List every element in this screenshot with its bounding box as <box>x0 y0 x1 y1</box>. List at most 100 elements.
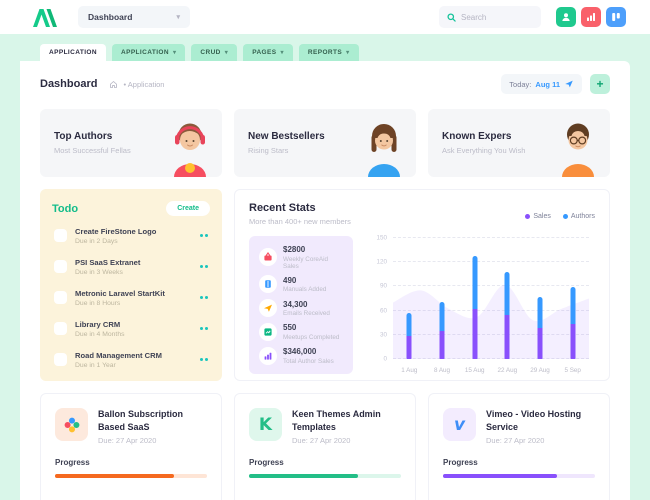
todo-item-due: Due in 8 Hours <box>75 299 121 307</box>
stacked-bar <box>537 296 543 359</box>
stacked-bar <box>570 287 576 359</box>
bar-chart-icon <box>587 13 595 21</box>
stacked-bar <box>472 255 478 359</box>
todo-checkbox[interactable] <box>54 291 67 304</box>
project-title: Vimeo - Video Hosting Service <box>486 409 582 432</box>
tab-pages[interactable]: PAGES ▾ <box>243 44 293 61</box>
chart-legend: Sales Authors <box>525 202 595 226</box>
columns-icon <box>612 13 620 21</box>
info-card-subtitle: Rising Stars <box>248 146 289 155</box>
todo-item-title: Library CRM <box>75 319 121 329</box>
todo-item-title: Metronic Laravel StartKit <box>75 288 165 298</box>
chart-icon <box>259 323 277 342</box>
todo-item-title: PSI SaaS Extranet <box>75 257 141 267</box>
user-button[interactable] <box>556 7 576 27</box>
info-card-title: Top Authors <box>54 131 113 142</box>
stacked-bar <box>504 271 510 359</box>
basket-icon <box>259 248 277 267</box>
vimeo-v-icon: v <box>443 408 476 441</box>
todo-checkbox[interactable] <box>54 322 67 335</box>
middle-row: Todo Create Create FireStone Logo Due in… <box>40 189 610 381</box>
progress-bar <box>55 474 207 479</box>
todo-item-menu-dots[interactable] <box>198 263 210 270</box>
todo-item-menu-dots[interactable] <box>198 325 210 332</box>
progress-label: Progress <box>443 458 478 468</box>
chevron-down-icon: ▾ <box>176 14 180 21</box>
legend-item-sales[interactable]: Sales <box>525 206 551 226</box>
chevron-down-icon: ▾ <box>280 50 284 56</box>
info-card-subtitle: Ask Everything You Wish <box>442 146 526 155</box>
project-card-keenthemes: K Keen Themes Admin Templates Due: 27 Ap… <box>234 393 416 500</box>
search-box <box>439 6 541 28</box>
page-selector-value: Dashboard <box>88 12 133 22</box>
stats-summary-panel: $2800 Weekly CoreAid Sales 490 Manuals A… <box>249 236 353 374</box>
legend-label: Sales <box>533 212 551 220</box>
x-axis-label: 8 Aug <box>433 367 451 374</box>
todo-item-title: Create FireStone Logo <box>75 226 157 236</box>
stat-value: 550 <box>283 323 297 333</box>
progress-bar <box>443 474 595 479</box>
avatar-girl-illustration <box>368 124 400 177</box>
todo-title: Todo <box>52 202 79 215</box>
stat-label: Emails Received <box>283 310 330 317</box>
todo-checkbox[interactable] <box>54 229 67 242</box>
todo-checkbox[interactable] <box>54 353 67 366</box>
main-panel: Dashboard • Application Today: Aug 11 + … <box>20 61 630 500</box>
todo-item-menu-dots[interactable] <box>198 294 210 301</box>
todo-item-menu-dots[interactable] <box>198 356 210 363</box>
home-icon[interactable] <box>109 80 118 89</box>
breadcrumb-section[interactable]: • Application <box>123 79 165 89</box>
tab-label: APPLICATION <box>49 49 97 56</box>
stat-row: 34,300 Emails Received <box>259 299 343 318</box>
todo-item-due: Due in 2 Days <box>75 237 118 245</box>
area-wave-decoration <box>393 284 589 359</box>
tab-reports[interactable]: REPORTS ▾ <box>298 44 359 61</box>
add-button[interactable]: + <box>590 74 610 94</box>
stat-row: $346,000 Total Author Sales <box>259 347 343 365</box>
stat-value: $2800 <box>283 245 306 254</box>
progress-fill <box>443 474 557 479</box>
x-axis-label: 22 Aug <box>497 367 518 374</box>
create-button[interactable]: Create <box>166 201 210 216</box>
search-input[interactable] <box>461 12 533 22</box>
stacked-bar <box>406 313 412 359</box>
project-title: Keen Themes Admin Templates <box>292 409 381 432</box>
project-due: Due: 27 Apr 2020 <box>292 436 351 446</box>
info-card-known-expers: Known Expers Ask Everything You Wish <box>428 109 610 177</box>
tab-label: CRUD <box>200 49 221 56</box>
flower-icon <box>55 408 88 441</box>
stacked-bar <box>439 301 445 359</box>
page-selector[interactable]: Dashboard ▾ <box>78 6 190 28</box>
project-cards-row: Ballon Subscription Based SaaS Due: 27 A… <box>40 393 610 500</box>
stat-row: $2800 Weekly CoreAid Sales <box>259 245 343 270</box>
todo-item-due: Due in 3 Weeks <box>75 268 123 276</box>
today-date: Aug 11 <box>535 79 560 89</box>
project-due: Due: 27 Apr 2020 <box>98 436 157 446</box>
stat-value: $346,000 <box>283 347 317 357</box>
legend-label: Authors <box>570 212 595 220</box>
avatar-man-glasses-illustration <box>562 123 594 177</box>
stats-button[interactable] <box>581 7 601 27</box>
info-cards-row: Top Authors Most Successful Fellas <box>40 109 610 177</box>
todo-item-menu-dots[interactable] <box>198 232 210 239</box>
layout-button[interactable] <box>606 7 626 27</box>
todo-checkbox[interactable] <box>54 260 67 273</box>
tab-label: REPORTS <box>307 49 343 56</box>
chevron-down-icon: ▾ <box>346 50 350 56</box>
recent-stats-subtitle: More than 400+ new members <box>249 217 351 226</box>
progress-label: Progress <box>249 458 284 468</box>
progress-bar <box>249 474 401 479</box>
legend-item-authors[interactable]: Authors <box>562 206 595 226</box>
today-prefix: Today: <box>509 79 532 89</box>
tab-application-active[interactable]: APPLICATION <box>40 44 106 61</box>
progress-fill <box>249 474 359 479</box>
tab-application-menu[interactable]: APPLICATION ▾ <box>111 44 186 61</box>
info-card-top-authors: Top Authors Most Successful Fellas <box>40 109 222 177</box>
today-date-button[interactable]: Today: Aug 11 <box>501 74 582 94</box>
recent-stats-card: Recent Stats More than 400+ new members … <box>234 189 610 381</box>
info-card-title: Known Expers <box>442 131 512 142</box>
tab-crud[interactable]: CRUD ▾ <box>191 44 238 61</box>
stat-label: Total Author Sales <box>283 357 334 365</box>
todo-item-due: Due in 4 Months <box>75 330 125 338</box>
